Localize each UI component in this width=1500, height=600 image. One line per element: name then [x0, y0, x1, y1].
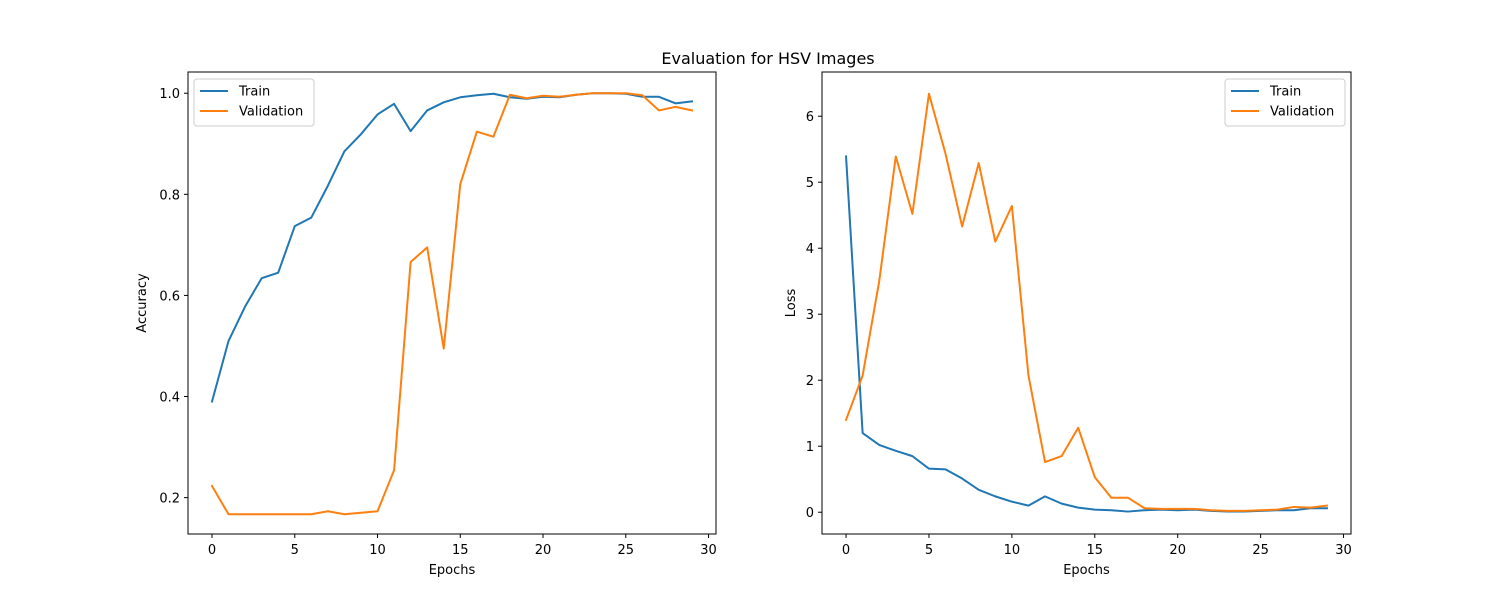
accuracy-x-tick-label: 15	[452, 543, 469, 558]
accuracy-chart: 0 5 10 15 20 25 30 0.2 0.4 0.6 0.8 1.0 Epochs Accurac…	[135, 71, 717, 578]
accuracy-legend-label-validation: Validation	[239, 105, 303, 120]
loss-legend-label-train: Train	[1269, 85, 1301, 100]
accuracy-axes-frame	[187, 71, 717, 535]
loss-chart: 0 5 10 15 20 25 30 0 1 2 3 4 5 6 Epochs Loss Train Valida…	[784, 71, 1352, 578]
loss-y-tick-label: 0	[806, 506, 814, 521]
loss-x-tick-label: 20	[1169, 543, 1186, 558]
accuracy-x-axis-title: Epochs	[429, 563, 476, 578]
loss-x-tick-label: 0	[842, 543, 850, 558]
loss-x-tick-label: 25	[1252, 543, 1269, 558]
accuracy-x-tick-label: 10	[369, 543, 386, 558]
loss-y-axis-title: Loss	[784, 289, 799, 318]
accuracy-y-tick-label: 1.0	[159, 87, 180, 102]
loss-y-tick-label: 3	[806, 308, 814, 323]
loss-y-tick-label: 2	[806, 374, 814, 389]
loss-legend: Train Validation	[1224, 78, 1346, 127]
accuracy-x-tick-label: 20	[535, 543, 552, 558]
loss-x-tick-label: 10	[1004, 543, 1021, 558]
loss-y-tick-label: 1	[806, 440, 814, 455]
loss-axes-frame	[821, 71, 1352, 535]
accuracy-y-tick-label: 0.4	[159, 391, 180, 406]
figure-title: Evaluation for HSV Images	[661, 49, 874, 68]
accuracy-y-axis-title: Accuracy	[135, 273, 150, 333]
loss-legend-label-validation: Validation	[1270, 105, 1334, 120]
accuracy-series-train-line	[210, 92, 694, 403]
loss-series-train-line	[844, 155, 1328, 513]
accuracy-x-tick-label: 30	[700, 543, 717, 558]
accuracy-x-tick-label: 0	[208, 543, 216, 558]
loss-y-tick-label: 4	[806, 242, 814, 257]
accuracy-y-tick-label: 0.6	[159, 289, 180, 304]
accuracy-series-validation-line	[210, 92, 694, 516]
accuracy-legend: Train Validation	[193, 78, 315, 127]
loss-series-validation-line	[844, 92, 1329, 512]
loss-y-tick-label: 6	[806, 110, 814, 125]
loss-x-tick-label: 5	[925, 543, 933, 558]
accuracy-x-tick-label: 5	[291, 543, 299, 558]
accuracy-y-tick-label: 0.8	[159, 188, 180, 203]
loss-x-axis-title: Epochs	[1063, 563, 1110, 578]
loss-y-tick-label: 5	[806, 176, 814, 191]
accuracy-legend-label-train: Train	[238, 85, 270, 100]
loss-x-tick-label: 30	[1335, 543, 1352, 558]
accuracy-x-tick-label: 25	[618, 543, 635, 558]
accuracy-y-tick-label: 0.2	[159, 492, 180, 507]
loss-x-tick-label: 15	[1087, 543, 1104, 558]
